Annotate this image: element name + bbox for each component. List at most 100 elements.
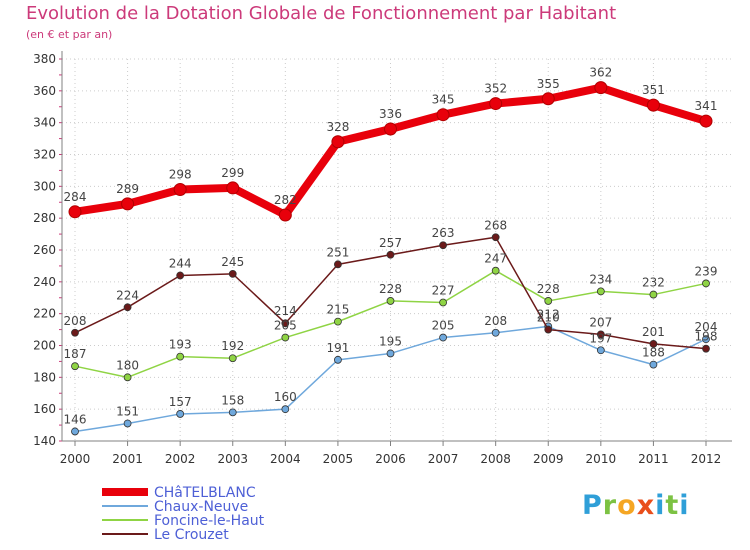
legend-label: Chaux-Neuve: [154, 499, 248, 515]
data-point: [68, 205, 82, 219]
data-label: 197: [589, 331, 612, 345]
data-point: [541, 92, 555, 106]
x-tick-label: 2006: [375, 452, 406, 466]
data-label: 227: [432, 284, 455, 298]
data-point: [176, 271, 185, 280]
data-point: [71, 328, 79, 337]
legend: CHâTELBLANCChaux-NeuveFoncine-le-HautLe …: [102, 485, 265, 543]
data-label: 187: [64, 347, 87, 361]
data-label: 263: [432, 226, 455, 240]
data-point: [699, 114, 713, 128]
data-label: 192: [221, 339, 244, 353]
data-label: 201: [642, 325, 665, 339]
x-tick-label: 2005: [323, 452, 354, 466]
data-point: [121, 197, 135, 211]
data-point: [281, 319, 290, 328]
y-tick-label: 360: [33, 84, 56, 98]
data-point: [123, 303, 132, 312]
data-label: 298: [169, 168, 192, 182]
data-point: [173, 183, 187, 197]
data-point: [646, 98, 660, 112]
data-label: 282: [274, 193, 297, 207]
data-label: 188: [642, 346, 665, 360]
y-tick-label: 180: [33, 370, 56, 384]
data-label: 205: [274, 319, 297, 333]
x-tick-label: 2003: [217, 452, 248, 466]
data-label: 198: [695, 330, 718, 344]
data-label: 355: [537, 77, 560, 91]
data-point: [596, 287, 605, 296]
data-label: 151: [116, 404, 139, 418]
x-tick-label: 2000: [60, 452, 91, 466]
data-label: 205: [432, 319, 455, 333]
x-tick-label: 2004: [270, 452, 301, 466]
data-point: [281, 333, 290, 342]
data-point: [649, 340, 658, 348]
x-tick-label: 2012: [691, 452, 722, 466]
data-point: [596, 346, 605, 355]
data-point: [439, 333, 447, 342]
data-label: 214: [274, 304, 297, 318]
legend-label: Foncine-le-Haut: [154, 513, 265, 529]
data-label: 257: [379, 236, 402, 250]
y-tick-label: 160: [33, 402, 56, 416]
data-point: [489, 97, 503, 111]
x-tick-label: 2001: [112, 452, 143, 466]
x-tick-label: 2009: [533, 452, 564, 466]
data-label: 191: [326, 341, 349, 355]
chart-title: Evolution de la Dotation Globale de Fonc…: [26, 3, 617, 24]
data-label: 157: [169, 395, 192, 409]
y-tick-label: 200: [33, 339, 56, 353]
data-point: [71, 362, 79, 371]
data-label: 212: [537, 307, 560, 321]
data-point: [278, 208, 292, 222]
data-label: 268: [484, 218, 507, 232]
data-point: [331, 135, 345, 149]
data-point: [491, 233, 500, 242]
data-point: [649, 360, 658, 369]
data-label: 289: [116, 182, 139, 196]
data-label: 351: [642, 83, 665, 97]
data-label: 160: [274, 390, 297, 404]
data-point: [384, 122, 397, 136]
data-point: [123, 373, 132, 382]
data-point: [491, 328, 500, 337]
data-point: [228, 269, 237, 278]
data-point: [228, 408, 237, 417]
x-tick-label: 2002: [165, 452, 196, 466]
x-tick-label: 2011: [638, 452, 669, 466]
data-point: [228, 354, 237, 363]
data-label: 232: [642, 276, 665, 290]
data-label: 193: [169, 338, 192, 352]
data-label: 239: [695, 264, 718, 278]
logo-letter: o: [617, 490, 637, 521]
x-tick-label: 2008: [480, 452, 511, 466]
data-label: 234: [589, 272, 612, 286]
y-tick-label: 220: [33, 307, 56, 321]
data-point: [702, 344, 710, 353]
data-point: [334, 260, 342, 269]
data-point: [491, 266, 500, 275]
data-point: [594, 81, 608, 95]
y-tick-label: 260: [33, 243, 56, 257]
logo-letter: t: [665, 490, 680, 521]
axes: 140 160 180 200 220 240 260 280 300 320 340 360 380 2…: [33, 51, 732, 466]
data-label: 208: [64, 314, 87, 328]
logo-letter: i: [655, 490, 666, 521]
data-label: 245: [221, 255, 244, 269]
data-point: [123, 419, 132, 428]
data-point: [71, 427, 79, 436]
data-point: [439, 298, 447, 307]
data-label: 158: [221, 393, 244, 407]
data-point: [544, 297, 553, 305]
data-point: [702, 279, 710, 288]
x-tick-label: 2007: [428, 452, 459, 466]
data-point: [281, 405, 290, 414]
data-label: 336: [379, 107, 402, 121]
legend-label: Le Crouzet: [154, 527, 229, 543]
data-point: [702, 335, 710, 344]
y-tick-label: 380: [33, 52, 56, 66]
y-tick-label: 280: [33, 211, 56, 225]
